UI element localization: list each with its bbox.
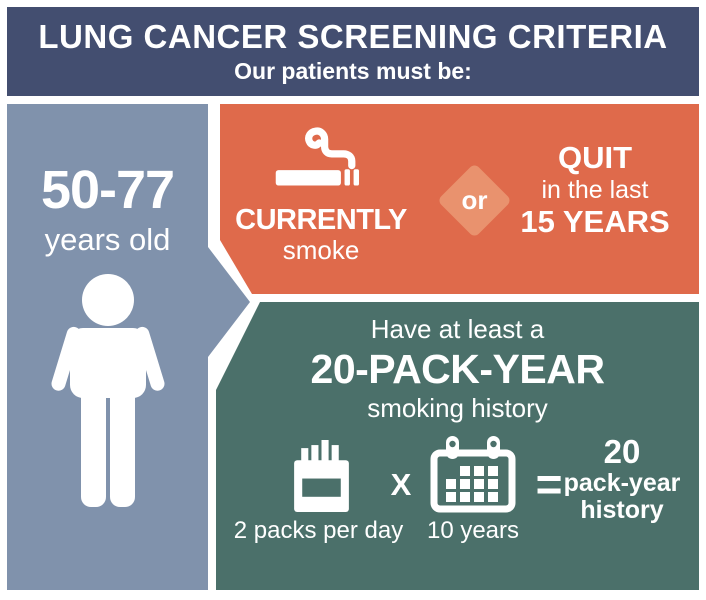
or-connector-label: or bbox=[461, 185, 488, 215]
equals-sign: = bbox=[535, 458, 563, 510]
result-unit: pack-year bbox=[563, 468, 681, 497]
header-banner: LUNG CANCER SCREENING CRITERIA Our patie… bbox=[7, 7, 699, 96]
pack-year-heading: Have at least a 20-PACK-YEAR smoking his… bbox=[216, 314, 699, 424]
smoke-label: smoke bbox=[282, 235, 360, 265]
cigarette-pack-icon bbox=[294, 440, 349, 512]
quit-years-label: 15 YEARS bbox=[520, 204, 670, 240]
quit-block: QUIT in the last 15 YEARS bbox=[495, 140, 695, 240]
heading-line-1: Have at least a bbox=[370, 314, 545, 344]
currently-smoke-block: CURRENTLY smoke bbox=[221, 114, 421, 266]
pack-year-result: 20 pack-year history bbox=[562, 434, 682, 524]
person-icon bbox=[51, 274, 165, 507]
quit-timeframe-label: in the last bbox=[541, 175, 649, 204]
age-range: 50-77 bbox=[40, 160, 175, 220]
years-label: 10 years bbox=[426, 517, 520, 544]
result-number: 20 bbox=[603, 433, 641, 470]
result-unit-2: history bbox=[580, 495, 664, 524]
pack-year-panel: Have at least a 20-PACK-YEAR smoking his… bbox=[216, 302, 699, 590]
heading-line-2: 20-PACK-YEAR bbox=[310, 345, 605, 392]
page-subtitle: Our patients must be: bbox=[234, 58, 472, 85]
calendar-icon bbox=[430, 436, 516, 513]
quit-label: QUIT bbox=[557, 140, 633, 175]
cigarette-smoke-icon bbox=[275, 127, 360, 186]
heading-line-3: smoking history bbox=[367, 393, 548, 424]
page-title: LUNG CANCER SCREENING CRITERIA bbox=[38, 18, 668, 55]
smoking-status-panel: CURRENTLY smoke or QUIT in the last 15 Y… bbox=[220, 104, 699, 294]
multiply-sign: X bbox=[390, 467, 412, 502]
currently-label: CURRENTLY bbox=[235, 204, 407, 236]
age-range-label: years old bbox=[44, 222, 171, 257]
packs-per-day-label: 2 packs per day bbox=[233, 517, 404, 544]
